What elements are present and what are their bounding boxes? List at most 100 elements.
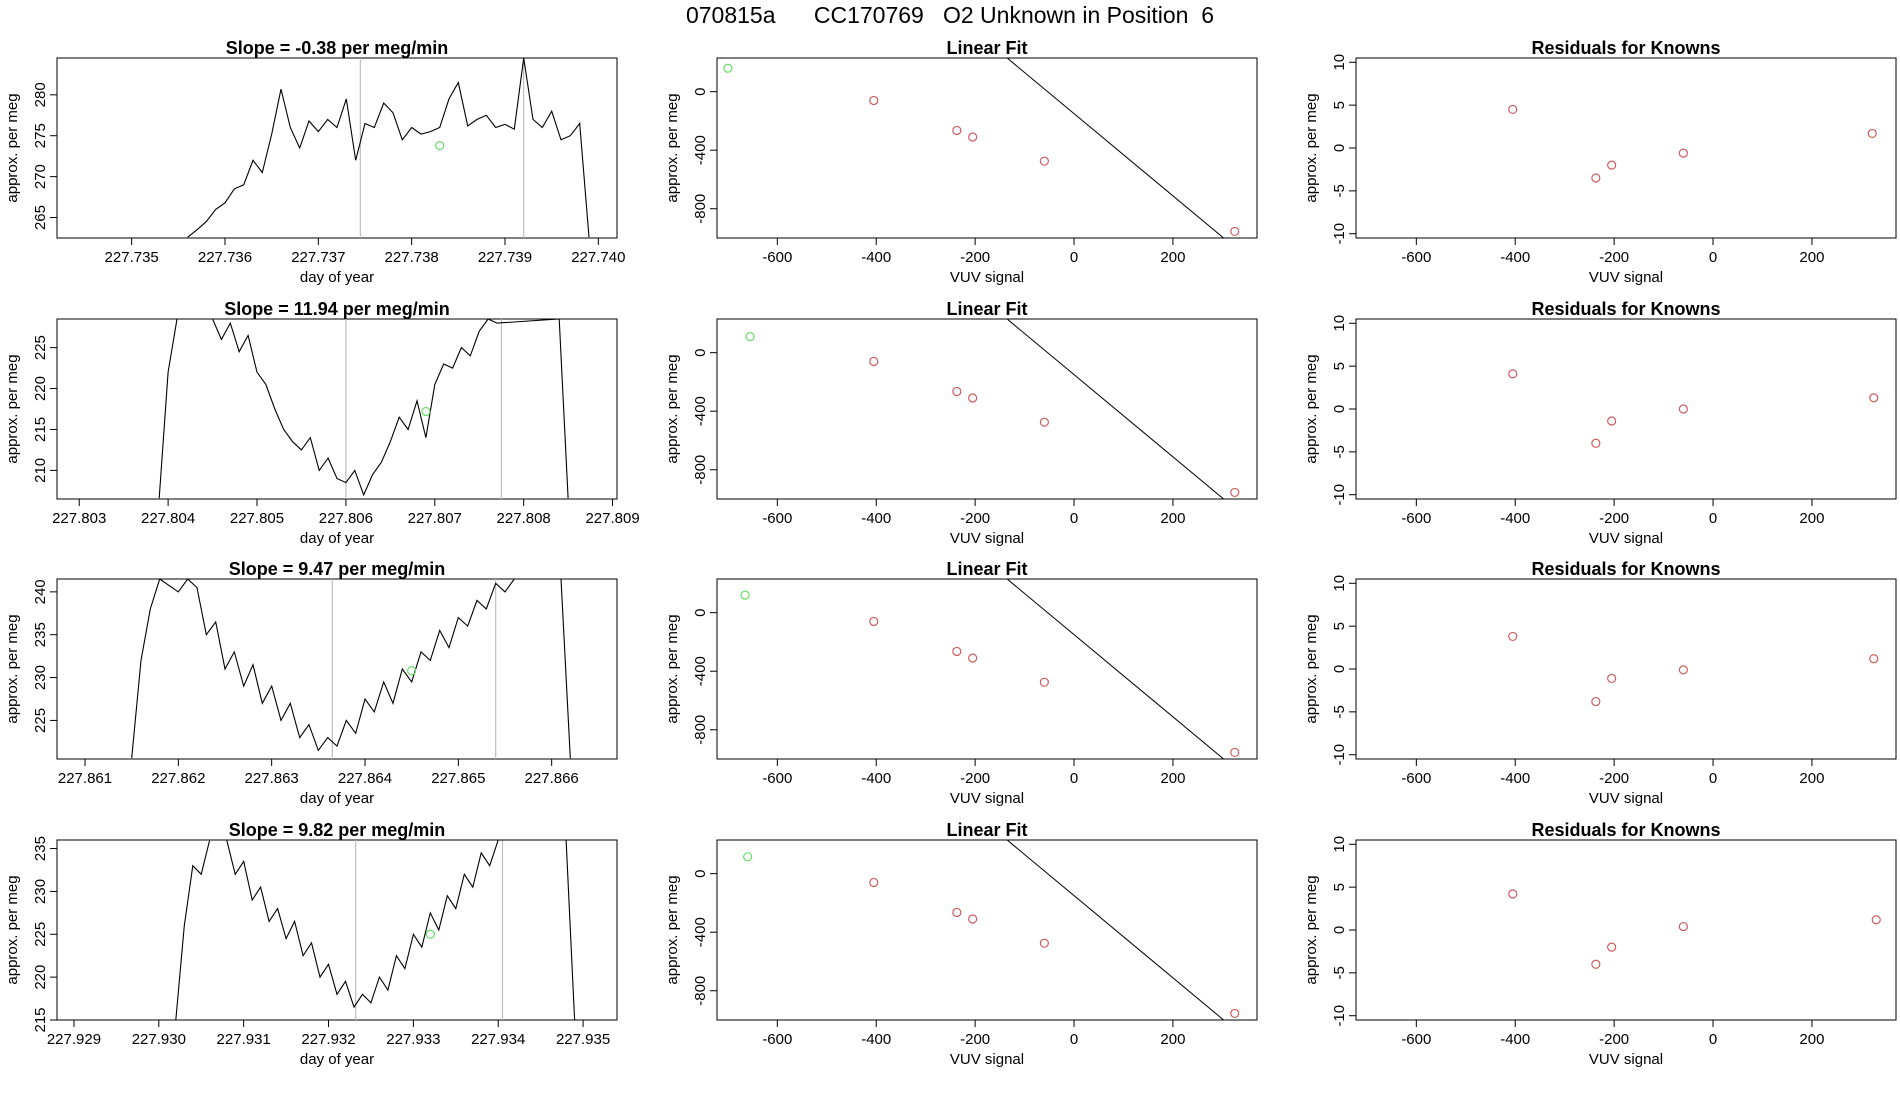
panel-residuals-3: Residuals for Knowns VUV signal approx. pe… (1303, 559, 1897, 807)
y-axis-label: approx. per meg (4, 875, 21, 984)
plot-frame (716, 839, 1258, 1021)
plot-area (1508, 369, 1879, 448)
y-axis-label: approx. per meg (664, 354, 681, 463)
unknown-point (407, 666, 417, 676)
known-point (1591, 438, 1601, 448)
x-tick-label: -400 (1500, 249, 1530, 266)
panel-linear-fit-1: Linear Fit VUV signal approx. per meg -600 -… (664, 38, 1258, 286)
plot-frame (56, 839, 618, 1021)
known-point (1508, 369, 1518, 379)
x-tick-label: 227.803 (52, 510, 106, 527)
y-tick-label: 215 (32, 417, 49, 442)
known-point (952, 907, 962, 918)
y-tick-label: 0 (1331, 926, 1348, 934)
plot-area (131, 579, 571, 759)
y-tick-label: 0 (1331, 665, 1348, 673)
unknown-point (743, 852, 753, 862)
known-point (1039, 417, 1049, 427)
y-tick-label: 230 (32, 665, 49, 690)
panel-title: Slope = 11.94 per meg/min (224, 299, 450, 319)
y-tick-label: -5 (1331, 445, 1348, 458)
series-line (131, 579, 571, 759)
x-tick-label: 200 (1160, 1031, 1185, 1048)
x-tick-label: 227.805 (230, 510, 284, 527)
y-tick-label: 235 (32, 836, 49, 861)
x-tick-label: -400 (861, 510, 891, 527)
unknown-point (421, 406, 431, 417)
y-tick-label: -10 (1331, 744, 1348, 766)
known-point (869, 356, 879, 367)
known-point (1607, 416, 1617, 426)
y-tick-label: 0 (1331, 405, 1348, 413)
series-line (175, 840, 576, 1020)
panel-time-series-4: Slope = 9.82 per meg/min day of year appro… (4, 820, 618, 1068)
y-tick-label: 225 (32, 922, 49, 947)
plot-area (1508, 104, 1877, 183)
known-point (1230, 226, 1240, 237)
y-tick-label: 215 (32, 1007, 49, 1032)
y-axis-label: approx. per meg (664, 875, 681, 984)
y-axis-label: approx. per meg (664, 93, 681, 202)
x-tick-label: 227.806 (319, 510, 373, 527)
x-axis-label: VUV signal (950, 530, 1024, 547)
x-tick-label: 227.861 (58, 770, 112, 787)
x-tick-label: 0 (1709, 770, 1717, 787)
x-tick-label: -600 (762, 249, 792, 266)
known-point (1867, 128, 1877, 139)
y-tick-label: 240 (32, 579, 49, 604)
x-axis-label: VUV signal (1589, 269, 1663, 286)
known-point (1607, 673, 1617, 684)
x-axis-label: day of year (300, 790, 374, 807)
plot-frame (56, 57, 618, 239)
y-axis-label: approx. per meg (1303, 93, 1320, 202)
known-point (1591, 173, 1601, 183)
known-point (1678, 404, 1688, 414)
x-tick-label: 0 (1070, 1031, 1078, 1048)
plot-area (1508, 889, 1881, 969)
y-axis-label: approx. per meg (4, 354, 21, 463)
known-point (1607, 942, 1617, 952)
y-tick-label: 275 (32, 123, 49, 148)
y-tick-label: 5 (1331, 883, 1348, 891)
plot-frame (1355, 318, 1897, 500)
known-point (869, 877, 879, 888)
fit-line (1006, 319, 1225, 499)
x-tick-label: -400 (1500, 1031, 1530, 1048)
y-axis-label: approx. per meg (1303, 875, 1320, 984)
y-tick-label: 5 (1331, 622, 1348, 630)
unknown-point (723, 63, 733, 73)
plot-area (187, 58, 590, 238)
panel-linear-fit-3: Linear Fit VUV signal approx. per meg -600 -… (664, 559, 1258, 807)
x-tick-label: 0 (1709, 1031, 1717, 1048)
unknown-point (435, 140, 445, 151)
panel-linear-fit-2: Linear Fit VUV signal approx. per meg -600 -… (664, 299, 1258, 547)
x-tick-label: 0 (1070, 770, 1078, 787)
known-point (1230, 487, 1240, 498)
known-point (952, 646, 962, 657)
known-point (1678, 148, 1688, 158)
y-tick-label: 0 (692, 87, 709, 95)
panel-residuals-1: Residuals for Knowns VUV signal approx. pe… (1303, 38, 1897, 286)
plot-area (745, 319, 1240, 499)
plot-area (723, 58, 1240, 238)
y-axis-label: approx. per meg (1303, 614, 1320, 723)
x-tick-label: -400 (861, 1031, 891, 1048)
x-tick-label: 227.735 (105, 249, 159, 266)
y-tick-label: -400 (692, 656, 709, 686)
x-tick-label: -600 (1401, 770, 1431, 787)
y-tick-label: -800 (692, 194, 709, 224)
x-tick-label: 200 (1160, 249, 1185, 266)
x-tick-label: 227.809 (585, 510, 639, 527)
y-tick-label: 220 (32, 376, 49, 401)
known-point (1678, 921, 1688, 932)
x-tick-label: -600 (762, 1031, 792, 1048)
panel-title: Slope = 9.47 per meg/min (229, 559, 446, 579)
y-tick-label: 0 (692, 869, 709, 877)
known-point (1591, 959, 1601, 969)
x-tick-label: 227.934 (471, 1031, 525, 1048)
known-point (1591, 696, 1601, 707)
figure-title: 070815a CC170769 O2 Unknown in Position … (685, 2, 1215, 28)
x-tick-label: 227.863 (245, 770, 299, 787)
y-axis-label: approx. per meg (4, 93, 21, 202)
plot-area (740, 579, 1240, 759)
